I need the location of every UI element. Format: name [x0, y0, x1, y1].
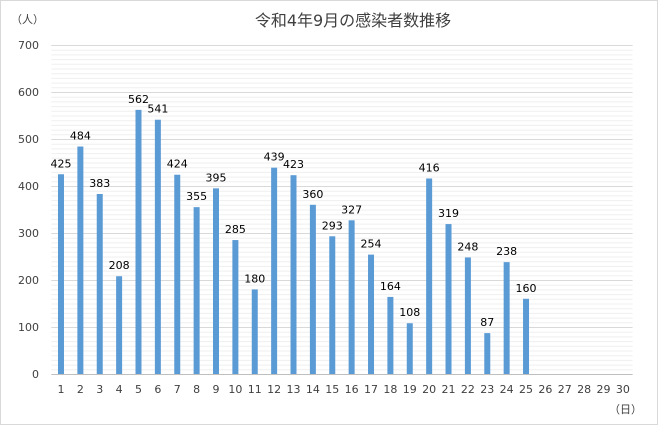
data-label: 327	[341, 203, 362, 216]
x-tick-label: 11	[248, 383, 262, 396]
data-label: 360	[302, 188, 323, 201]
y-tick-label: 500	[18, 133, 39, 146]
x-tick-label: 2	[77, 383, 84, 396]
data-label: 160	[516, 282, 537, 295]
y-axis-label: （人）	[11, 13, 44, 26]
y-tick-label: 100	[18, 321, 39, 334]
data-label: 425	[50, 157, 71, 170]
data-label: 87	[480, 316, 494, 329]
x-axis-label: （日）	[609, 403, 642, 416]
x-tick-label: 29	[597, 383, 611, 396]
bars	[57, 109, 530, 375]
x-tick-label: 25	[519, 383, 533, 396]
data-label: 108	[399, 306, 420, 319]
bar	[193, 207, 200, 374]
x-tick-label: 16	[345, 383, 359, 396]
bar	[387, 296, 394, 374]
x-tick-label: 12	[267, 383, 281, 396]
bar	[464, 257, 471, 374]
x-tick-label: 17	[364, 383, 378, 396]
data-label: 541	[147, 103, 168, 116]
data-label: 395	[206, 171, 227, 184]
data-label: 439	[264, 151, 285, 164]
x-tick-label: 15	[325, 383, 339, 396]
y-tick-label: 300	[18, 227, 39, 240]
data-label: 484	[70, 130, 91, 143]
data-label: 319	[438, 207, 459, 220]
data-label: 285	[225, 223, 246, 236]
bar	[348, 220, 355, 374]
x-tick-label: 24	[500, 383, 514, 396]
data-label: 383	[89, 177, 110, 190]
data-label: 238	[496, 245, 517, 258]
bar	[523, 298, 530, 374]
x-tick-label: 23	[480, 383, 494, 396]
data-label: 355	[186, 190, 207, 203]
bar	[329, 236, 336, 374]
data-label: 416	[419, 161, 440, 174]
x-tick-label: 26	[538, 383, 552, 396]
bar	[77, 146, 84, 374]
x-tick-label: 13	[287, 383, 301, 396]
bar	[57, 174, 64, 374]
x-tick-label: 30	[616, 383, 630, 396]
bar	[96, 193, 103, 374]
x-tick-label: 7	[174, 383, 181, 396]
bar	[309, 204, 316, 374]
x-tick-label: 10	[228, 383, 242, 396]
bar	[271, 167, 278, 374]
x-tick-label: 21	[442, 383, 456, 396]
bar	[174, 174, 181, 374]
gridlines	[51, 45, 633, 375]
data-label: 208	[109, 259, 130, 272]
x-tick-label: 14	[306, 383, 320, 396]
bar	[154, 119, 161, 374]
y-axis-ticks: 0 100 200 300 400 500 600 700	[18, 39, 39, 381]
x-tick-label: 27	[558, 383, 572, 396]
x-tick-label: 22	[461, 383, 475, 396]
data-label: 562	[128, 93, 149, 106]
x-tick-label: 3	[96, 383, 103, 396]
bar	[213, 188, 220, 374]
x-tick-label: 4	[116, 383, 123, 396]
x-tick-label: 18	[383, 383, 397, 396]
y-tick-label: 400	[18, 180, 39, 193]
y-tick-label: 700	[18, 39, 39, 52]
x-tick-label: 8	[193, 383, 200, 396]
data-label: 248	[457, 240, 478, 253]
x-tick-label: 9	[213, 383, 220, 396]
x-tick-label: 6	[154, 383, 161, 396]
bar	[445, 224, 452, 374]
bar	[251, 289, 258, 374]
bar	[290, 175, 297, 374]
data-label: 254	[361, 238, 382, 251]
x-tick-label: 1	[57, 383, 64, 396]
bar	[484, 333, 491, 374]
bar	[503, 262, 510, 374]
data-label: 424	[167, 158, 188, 171]
bar	[135, 109, 142, 375]
x-tick-label: 28	[577, 383, 591, 396]
x-tick-label: 19	[403, 383, 417, 396]
data-label: 164	[380, 280, 401, 293]
data-label: 180	[244, 272, 265, 285]
data-label: 293	[322, 219, 343, 232]
y-tick-label: 200	[18, 274, 39, 287]
x-tick-label: 5	[135, 383, 142, 396]
data-label: 423	[283, 158, 304, 171]
chart-title: 令和4年9月の感染者数推移	[255, 11, 451, 30]
y-tick-label: 0	[32, 368, 39, 381]
x-tick-label: 20	[422, 383, 436, 396]
bar	[232, 240, 239, 374]
bar	[426, 178, 433, 374]
bar	[406, 323, 413, 374]
y-tick-label: 600	[18, 86, 39, 99]
bar	[116, 276, 123, 374]
bar	[368, 254, 375, 374]
x-axis-ticks: 1 2 3 4 5 6 7 8 9 10 11 12 13 14 15 16 17 18 19 20 21 22 23 24 2…	[57, 383, 629, 396]
